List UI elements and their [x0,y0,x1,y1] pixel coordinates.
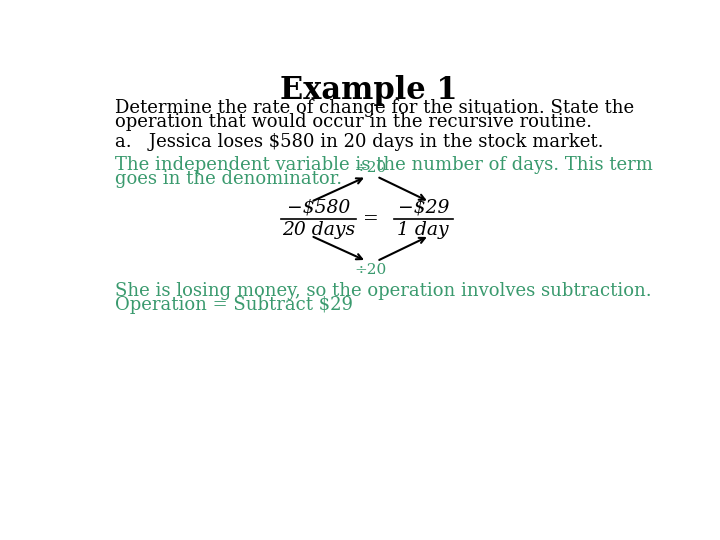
Text: operation that would occur in the recursive routine.: operation that would occur in the recurs… [114,113,592,131]
Text: 1 day: 1 day [397,221,449,239]
Text: The independent variable is the number of days. This term: The independent variable is the number o… [114,156,652,174]
Text: ÷20: ÷20 [354,161,387,175]
Text: −$580: −$580 [287,199,350,217]
Text: Example 1: Example 1 [280,75,458,106]
Text: goes in the denominator.: goes in the denominator. [114,170,342,187]
Text: Operation = Subtract $29: Operation = Subtract $29 [114,296,353,314]
Text: =: = [363,210,379,228]
Text: She is losing money, so the operation involves subtraction.: She is losing money, so the operation in… [114,282,652,300]
Text: Determine the rate of change for the situation. State the: Determine the rate of change for the sit… [114,99,634,117]
Text: −$29: −$29 [397,199,449,217]
Text: ÷20: ÷20 [354,262,387,276]
Text: a.   Jessica loses $580 in 20 days in the stock market.: a. Jessica loses $580 in 20 days in the … [114,132,603,151]
Text: 20 days: 20 days [282,221,355,239]
